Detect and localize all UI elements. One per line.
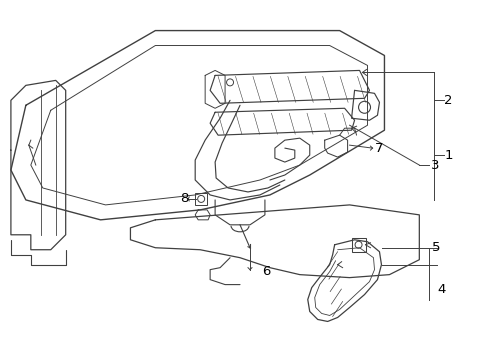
Text: 1: 1 (443, 149, 452, 162)
Text: 8: 8 (180, 193, 188, 206)
Text: 2: 2 (443, 94, 452, 107)
Bar (351, 238, 365, 252)
Text: 3: 3 (430, 158, 439, 172)
Text: 4: 4 (436, 283, 445, 296)
Bar (195, 193, 207, 205)
Text: 7: 7 (374, 141, 382, 155)
Text: 6: 6 (262, 265, 270, 278)
Text: 5: 5 (431, 241, 440, 254)
